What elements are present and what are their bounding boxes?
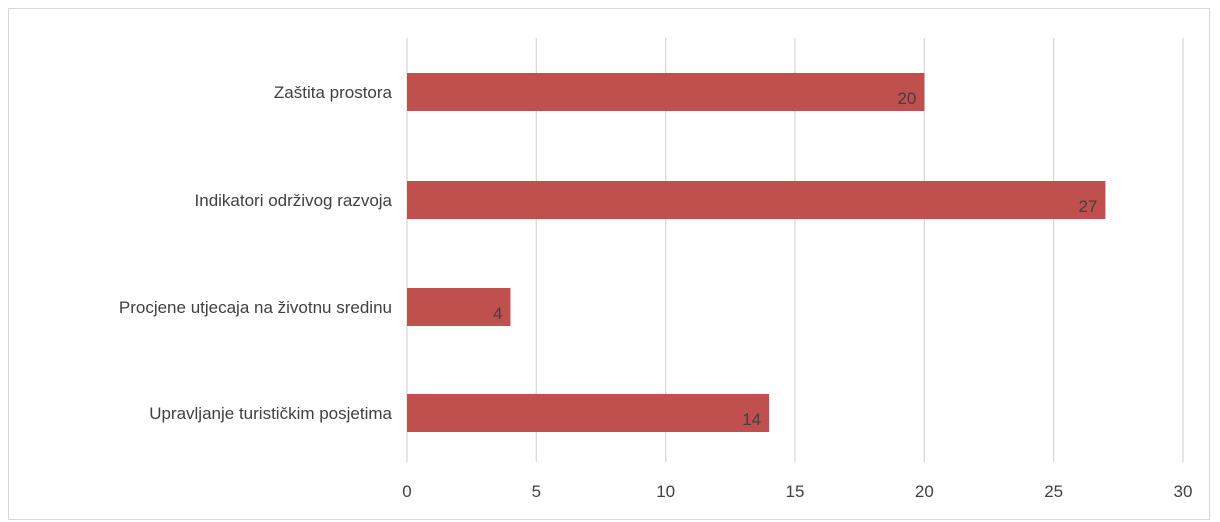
category-label: Procjene utjecaja na životnu sredinu [119, 298, 392, 317]
bar [407, 394, 770, 432]
bars [407, 73, 1106, 432]
x-tick-label: 10 [656, 482, 675, 501]
category-label: Upravljanje turističkim posjetima [149, 404, 392, 423]
x-tick-label: 20 [915, 482, 934, 501]
category-label: Indikatori održivog razvoja [195, 191, 393, 210]
x-tick-label: 5 [532, 482, 541, 501]
x-axis-tick-labels: 0 5 10 15 20 25 30 [402, 482, 1192, 501]
x-tick-label: 25 [1044, 482, 1063, 501]
data-label: 27 [1078, 197, 1097, 216]
x-tick-label: 30 [1174, 482, 1193, 501]
x-tick-label: 15 [786, 482, 805, 501]
data-label: 20 [897, 89, 916, 108]
data-labels: 20 27 4 14 [493, 89, 1097, 429]
data-label: 4 [493, 304, 502, 323]
bar [407, 181, 1106, 219]
bar [407, 73, 925, 111]
bar [407, 288, 511, 326]
data-label: 14 [742, 410, 761, 429]
category-labels: Zaštita prostora Indikatori održivog razv… [119, 83, 393, 423]
x-tick-label: 0 [402, 482, 411, 501]
category-label: Zaštita prostora [274, 83, 393, 102]
